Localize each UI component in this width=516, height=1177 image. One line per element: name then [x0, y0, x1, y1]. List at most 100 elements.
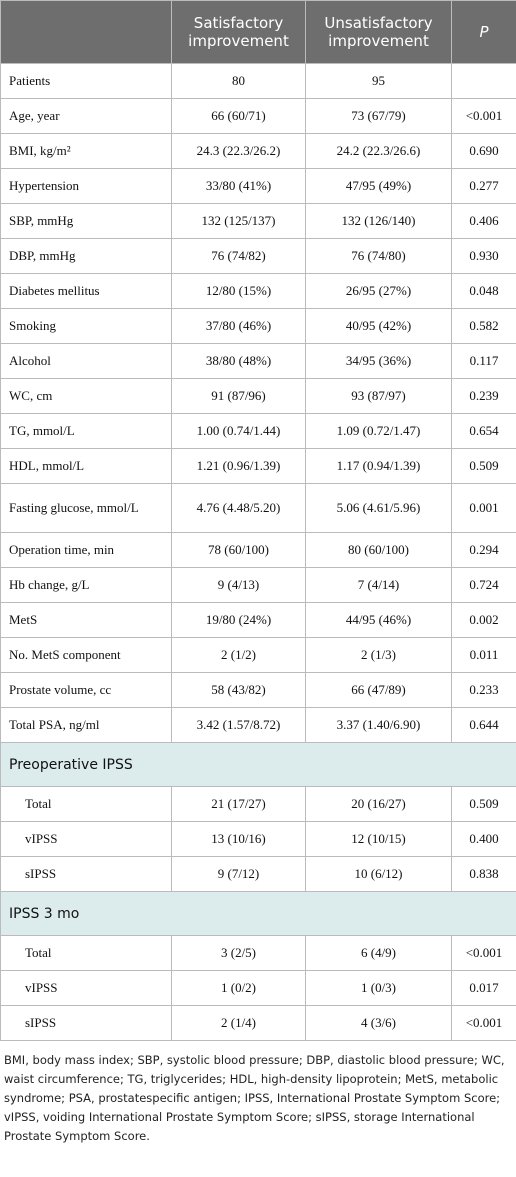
- row-label: HDL, mmol/L: [0, 448, 172, 484]
- cell: 76 (74/80): [305, 238, 452, 274]
- table-row: Diabetes mellitus 12/80 (15%) 26/95 (27%) 0…: [0, 273, 516, 309]
- table-row: BMI, kg/m² 24.3 (22.3/26.2) 24.2 (22.3/26.…: [0, 133, 516, 169]
- cell: 0.838: [451, 856, 516, 892]
- cell: 0.239: [451, 378, 516, 414]
- cell: 95: [305, 63, 452, 99]
- cell: 0.002: [451, 602, 516, 638]
- table-row: Hypertension 33/80 (41%) 47/95 (49%) 0.277: [0, 168, 516, 204]
- cell: 21 (17/27): [171, 786, 306, 822]
- section-title: Preoperative IPSS: [0, 742, 516, 787]
- cell: <0.001: [451, 98, 516, 134]
- cell: 0.509: [451, 786, 516, 822]
- cell: 1.00 (0.74/1.44): [171, 413, 306, 449]
- cell: 0.930: [451, 238, 516, 274]
- cell: 1.09 (0.72/1.47): [305, 413, 452, 449]
- table-row: No. MetS component 2 (1/2) 2 (1/3) 0.011: [0, 637, 516, 673]
- cell: 0.406: [451, 203, 516, 239]
- cell: 78 (60/100): [171, 532, 306, 568]
- cell: 0.294: [451, 532, 516, 568]
- row-label: Total: [0, 786, 172, 822]
- cell: 1 (0/3): [305, 970, 452, 1006]
- cell: 0.001: [451, 483, 516, 533]
- cell: 0.690: [451, 133, 516, 169]
- cell: 80: [171, 63, 306, 99]
- cell: 0.644: [451, 707, 516, 743]
- cell: 3.42 (1.57/8.72): [171, 707, 306, 743]
- cell: 3.37 (1.40/6.90): [305, 707, 452, 743]
- cell: 80 (60/100): [305, 532, 452, 568]
- cell: 33/80 (41%): [171, 168, 306, 204]
- cell: 93 (87/97): [305, 378, 452, 414]
- cell: 76 (74/82): [171, 238, 306, 274]
- cell: 7 (4/14): [305, 567, 452, 603]
- row-label: DBP, mmHg: [0, 238, 172, 274]
- table-row: Total 21 (17/27) 20 (16/27) 0.509: [0, 786, 516, 822]
- row-label: vIPSS: [0, 821, 172, 857]
- cell: 13 (10/16): [171, 821, 306, 857]
- cell: 9 (4/13): [171, 567, 306, 603]
- cell: 0.117: [451, 343, 516, 379]
- table-row: DBP, mmHg 76 (74/82) 76 (74/80) 0.930: [0, 238, 516, 274]
- cell: 19/80 (24%): [171, 602, 306, 638]
- table-row: SBP, mmHg 132 (125/137) 132 (126/140) 0.406: [0, 203, 516, 239]
- table-row: Smoking 37/80 (46%) 40/95 (42%) 0.582: [0, 308, 516, 344]
- row-label: Alcohol: [0, 343, 172, 379]
- row-label: sIPSS: [0, 856, 172, 892]
- cell: 0.582: [451, 308, 516, 344]
- row-label: Patients: [0, 63, 172, 99]
- cell: 0.509: [451, 448, 516, 484]
- cell: 0.400: [451, 821, 516, 857]
- cell: 40/95 (42%): [305, 308, 452, 344]
- header-cell: [0, 0, 172, 64]
- header-cell: P: [451, 0, 516, 64]
- table-row: Alcohol 38/80 (48%) 34/95 (36%) 0.117: [0, 343, 516, 379]
- cell: 0.724: [451, 567, 516, 603]
- row-label: No. MetS component: [0, 637, 172, 673]
- cell: 4 (3/6): [305, 1005, 452, 1041]
- cell: 24.3 (22.3/26.2): [171, 133, 306, 169]
- table-row: Patients 80 95: [0, 63, 516, 99]
- cell: 12 (10/15): [305, 821, 452, 857]
- table-row: sIPSS 9 (7/12) 10 (6/12) 0.838: [0, 856, 516, 892]
- row-label: BMI, kg/m²: [0, 133, 172, 169]
- cell: 132 (125/137): [171, 203, 306, 239]
- row-label: Age, year: [0, 98, 172, 134]
- table-row: Age, year 66 (60/71) 73 (67/79) <0.001: [0, 98, 516, 134]
- cell: 3 (2/5): [171, 935, 306, 971]
- cell: 66 (60/71): [171, 98, 306, 134]
- table-row: Total 3 (2/5) 6 (4/9) <0.001: [0, 935, 516, 971]
- footnote: BMI, body mass index; SBP, systolic bloo…: [4, 1053, 505, 1143]
- cell: 2 (1/4): [171, 1005, 306, 1041]
- cell: 58 (43/82): [171, 672, 306, 708]
- table-row: MetS 19/80 (24%) 44/95 (46%) 0.002: [0, 602, 516, 638]
- table-row: vIPSS 13 (10/16) 12 (10/15) 0.400: [0, 821, 516, 857]
- section-title: IPSS 3 mo: [0, 891, 516, 936]
- cell: 0.017: [451, 970, 516, 1006]
- cell: 132 (126/140): [305, 203, 452, 239]
- cell: 0.277: [451, 168, 516, 204]
- data-table: Satisfactory improvement Unsatisfactory …: [0, 0, 516, 1041]
- table-row: Fasting glucose, mmol/L 4.76 (4.48/5.20) 5…: [0, 483, 516, 533]
- row-label: Operation time, min: [0, 532, 172, 568]
- cell: 73 (67/79): [305, 98, 452, 134]
- cell: 1.17 (0.94/1.39): [305, 448, 452, 484]
- header-cell: Satisfactory improvement: [171, 0, 306, 64]
- row-label: Hb change, g/L: [0, 567, 172, 603]
- cell: 0.011: [451, 637, 516, 673]
- cell: 0.233: [451, 672, 516, 708]
- row-label: Diabetes mellitus: [0, 273, 172, 309]
- cell: 6 (4/9): [305, 935, 452, 971]
- row-label: Fasting glucose, mmol/L: [0, 483, 172, 533]
- row-label: TG, mmol/L: [0, 413, 172, 449]
- table-row: Hb change, g/L 9 (4/13) 7 (4/14) 0.724: [0, 567, 516, 603]
- table-row: sIPSS 2 (1/4) 4 (3/6) <0.001: [0, 1005, 516, 1041]
- cell: 66 (47/89): [305, 672, 452, 708]
- table-row: WC, cm 91 (87/96) 93 (87/97) 0.239: [0, 378, 516, 414]
- row-label: WC, cm: [0, 378, 172, 414]
- row-label: Total: [0, 935, 172, 971]
- cell: 24.2 (22.3/26.6): [305, 133, 452, 169]
- row-label: Total PSA, ng/ml: [0, 707, 172, 743]
- row-label: vIPSS: [0, 970, 172, 1006]
- header-row: Satisfactory improvement Unsatisfactory …: [0, 0, 516, 64]
